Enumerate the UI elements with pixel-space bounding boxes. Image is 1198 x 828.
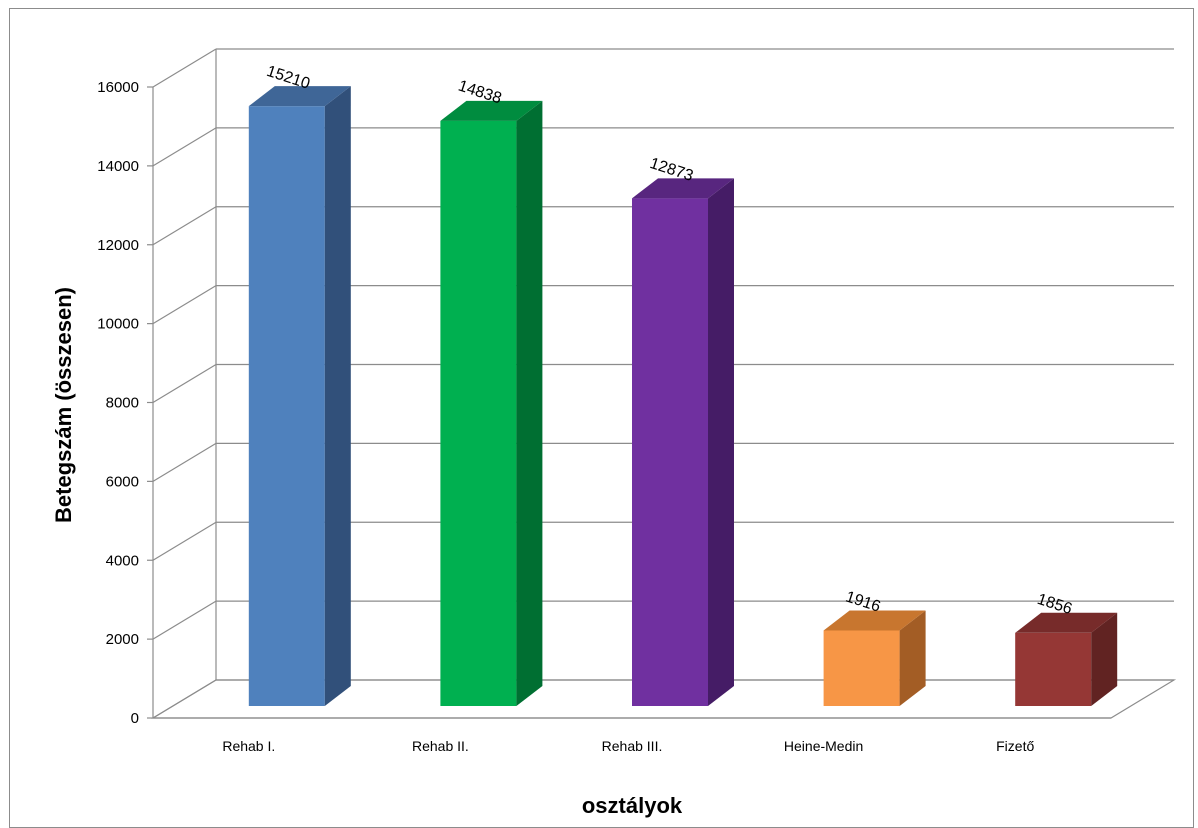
x-tick-label: Rehab I.: [222, 738, 275, 754]
bar-top: [1015, 612, 1118, 633]
y-tick-label: 4000: [106, 552, 139, 569]
x-tick-label: Rehab III.: [602, 738, 663, 754]
bar: [248, 86, 351, 706]
bar-side: [708, 178, 734, 707]
x-axis-title: osztályok: [582, 793, 683, 818]
y-tick-label: 16000: [97, 79, 139, 96]
bar-front: [1015, 632, 1092, 706]
bar-front: [632, 198, 708, 707]
category-labels: Rehab I. Rehab II. Rehab III. Heine-Medin Fi…: [222, 738, 1034, 754]
bar-side: [516, 100, 543, 707]
gridline-wall: [152, 363, 217, 404]
y-tick-label: 14000: [97, 158, 139, 175]
bar-top: [248, 86, 351, 107]
bar-top: [823, 610, 926, 631]
y-axis-title: Betegszám (összesen): [51, 287, 76, 523]
bar-front: [248, 106, 325, 706]
x-tick-label: Rehab II.: [412, 738, 469, 754]
bar-top: [632, 178, 734, 199]
gridline-wall: [152, 127, 217, 167]
y-tick-label: 6000: [106, 473, 139, 490]
bar: [1015, 612, 1118, 706]
bar-front: [823, 630, 900, 706]
bar-side: [1091, 612, 1118, 706]
bar: [632, 178, 734, 707]
gridline-wall: [152, 48, 217, 88]
y-tick-label: 8000: [106, 395, 139, 412]
gridline-wall: [152, 521, 217, 561]
y-axis-ticks: 0 2000 4000 6000 8000 10000 12000 14000 16000: [97, 79, 153, 727]
x-tick-label: Fizető: [996, 738, 1034, 754]
y-tick-label: 10000: [97, 316, 139, 333]
bar-side: [899, 610, 926, 706]
y-tick-label: 0: [131, 710, 139, 727]
y-tick-label: 12000: [97, 237, 139, 254]
bars: [248, 86, 1118, 707]
gridline-wall: [152, 442, 217, 482]
gridline-wall: [152, 206, 217, 246]
bar-side: [324, 86, 351, 706]
x-tick-label: Heine-Medin: [784, 738, 863, 754]
y-tick-label: 2000: [106, 631, 139, 648]
gridline-wall: [152, 285, 217, 325]
chart-frame: [9, 8, 1194, 828]
bar: [440, 100, 543, 707]
bar: [823, 610, 926, 706]
bar-front: [440, 120, 517, 707]
gridline-wall: [152, 600, 217, 640]
bar-top: [440, 100, 543, 121]
